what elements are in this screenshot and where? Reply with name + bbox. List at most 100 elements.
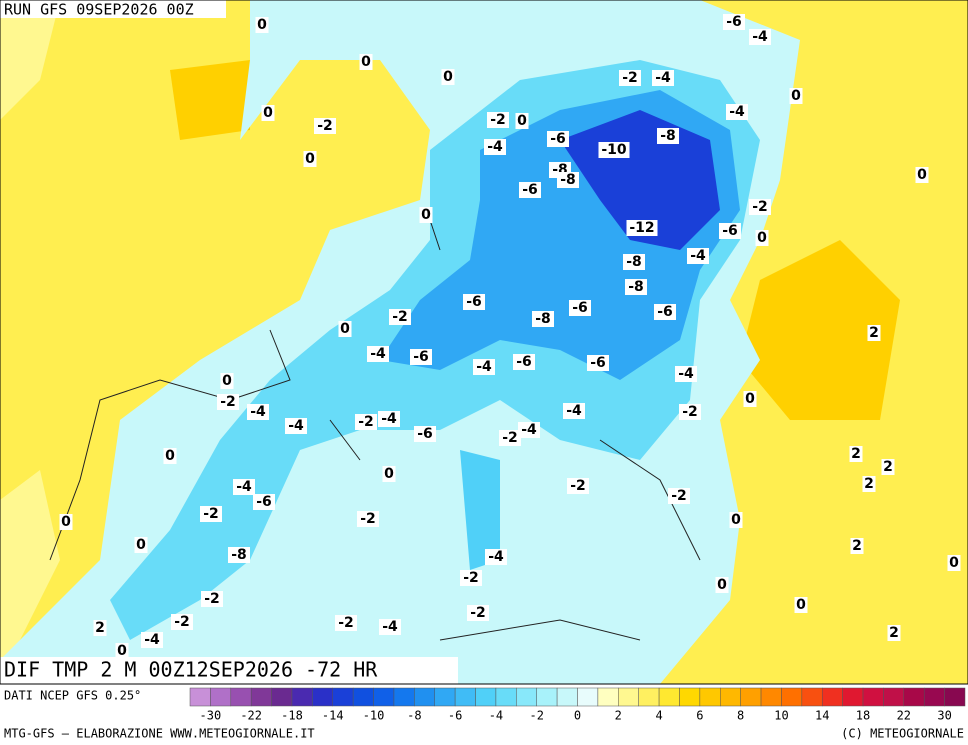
label-box [355, 414, 377, 430]
label-box [410, 349, 432, 365]
label-box [723, 14, 745, 30]
label-box [729, 512, 743, 528]
label-box [519, 182, 541, 198]
label-box [881, 459, 895, 475]
contour-label: 0 [305, 151, 315, 167]
contour-label: -8 [628, 279, 644, 295]
contour-label: 0 [731, 512, 741, 528]
colorbar-swatch [475, 687, 497, 707]
contour-label: -4 [690, 248, 706, 264]
contour-label: -4 [521, 422, 537, 438]
field-area [170, 60, 250, 140]
colorbar-swatch [291, 687, 313, 707]
label-box [285, 418, 307, 434]
label-box [233, 479, 255, 495]
colorbar-swatch [740, 687, 762, 707]
colorbar-swatch [842, 687, 864, 707]
contour-label: -8 [231, 547, 247, 563]
map-title: DIF TMP 2 M 00Z12SEP2026 -72 HR [4, 658, 378, 682]
colorbar-label: 4 [655, 709, 662, 723]
colorbar-label: -22 [240, 709, 262, 723]
contour-label: -4 [381, 411, 397, 427]
label-box [569, 300, 591, 316]
label-box [93, 620, 107, 636]
contour-label: -2 [360, 511, 376, 527]
colorbar-swatch [454, 687, 476, 707]
colorbar-swatch [597, 687, 619, 707]
contour-label: -2 [317, 118, 333, 134]
contour-label: 0 [384, 466, 394, 482]
contour-label: 0 [791, 88, 801, 104]
source-label: DATI NCEP GFS 0.25° [4, 689, 141, 703]
label-box [518, 422, 540, 438]
contour-label: -8 [535, 311, 551, 327]
label-box [314, 118, 336, 134]
label-box [947, 555, 961, 571]
contour-label: -2 [502, 430, 518, 446]
contour-label: 0 [257, 17, 267, 33]
colorbar-swatch [414, 687, 435, 707]
colorbar-swatch [781, 687, 803, 707]
colorbar-swatch [801, 687, 823, 707]
colorbar-swatch [230, 687, 252, 707]
contour-label: -4 [488, 549, 504, 565]
colorbar-swatch [618, 687, 639, 707]
contour-label: -2 [490, 112, 506, 128]
label-box [220, 373, 234, 389]
colorbar-swatch [271, 687, 293, 707]
label-box [563, 403, 585, 419]
label-box [513, 354, 535, 370]
colorbar-swatch [210, 687, 232, 707]
colorbar-label: -18 [281, 709, 303, 723]
label-box [626, 220, 658, 236]
label-box [379, 619, 401, 635]
label-box [485, 549, 507, 565]
colorbar-swatch [699, 687, 721, 707]
contour-label: -4 [144, 632, 160, 648]
colorbar-swatch [516, 687, 537, 707]
label-box [515, 113, 529, 129]
colorbar-label: 6 [696, 709, 703, 723]
label-box [567, 478, 589, 494]
contour-label: -2 [463, 570, 479, 586]
contour-label: 0 [517, 113, 527, 129]
colorbar-label: -2 [529, 709, 543, 723]
label-box [261, 105, 275, 121]
colorbar-swatch [373, 687, 395, 707]
label-box [357, 511, 379, 527]
contour-label: 0 [165, 448, 175, 464]
contour-label: 0 [717, 577, 727, 593]
label-box [228, 547, 250, 563]
label-box [743, 391, 757, 407]
label-box [499, 430, 521, 446]
coastline [0, 0, 968, 641]
contour-label: 0 [757, 230, 767, 246]
contour-labels: 0 -6-400 -2 -400-2 -2 0-4-6 -8-10-40-8-8 0-6-20… [59, 14, 961, 659]
label-box [598, 142, 630, 158]
label-box [619, 70, 641, 86]
contour-label: 2 [864, 476, 874, 492]
contour-label: -2 [622, 70, 638, 86]
contour-label: -4 [236, 479, 252, 495]
colorbar-swatch [577, 687, 599, 707]
contour-label: 0 [361, 54, 371, 70]
contour-label: -6 [516, 354, 532, 370]
contour-label: -6 [466, 294, 482, 310]
contour-label: -8 [560, 172, 576, 188]
label-box [253, 494, 275, 510]
contour-label: -2 [682, 404, 698, 420]
label-box [668, 488, 690, 504]
colorbar-swatch [189, 687, 211, 707]
colorbar-label: -8 [407, 709, 421, 723]
label-box [687, 248, 709, 264]
contour-label: -4 [729, 104, 745, 120]
contour-label: 0 [117, 643, 127, 659]
label-box [862, 476, 876, 492]
contour-label: -8 [660, 128, 676, 144]
contour-label: -4 [487, 139, 503, 155]
colorbar-label: 8 [737, 709, 744, 723]
colorbar-swatch [556, 687, 578, 707]
contour-label: -2 [392, 309, 408, 325]
colorbar-swatch [312, 687, 334, 707]
contour-label: -4 [288, 418, 304, 434]
